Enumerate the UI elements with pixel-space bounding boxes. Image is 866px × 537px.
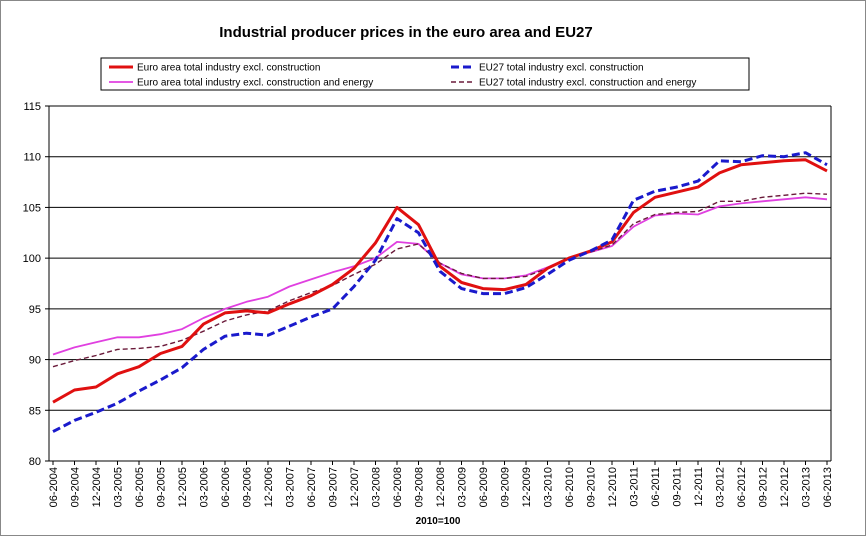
x-tick-label: 03-2010: [543, 467, 555, 507]
series-line-4: [52, 192, 828, 368]
series-lines: [52, 151, 828, 433]
x-tick-label: 12-2008: [435, 467, 447, 507]
x-tick-label: 06-2005: [134, 467, 146, 507]
y-tick-label: 85: [29, 405, 41, 417]
series-line-1: [52, 158, 828, 404]
x-tick-label: 03-2006: [199, 467, 211, 507]
x-tick-label: 03-2008: [371, 467, 383, 507]
y-tick-label: 95: [29, 304, 41, 316]
y-tick-label: 105: [23, 202, 41, 214]
x-tick-label: 09-2006: [242, 467, 254, 507]
x-tick-label: 03-2007: [285, 467, 297, 507]
x-tick-label: 12-2010: [607, 467, 619, 507]
x-tick-label: 09-2008: [414, 467, 426, 507]
x-tick-label: 09-2012: [758, 467, 770, 507]
legend: Euro area total industry excl. construct…: [100, 57, 750, 91]
x-tick-label: 06-2009: [478, 467, 490, 507]
x-tick-label: 12-2011: [693, 467, 705, 507]
x-tick-label: 06-2007: [306, 467, 318, 507]
y-tick-label: 115: [23, 101, 41, 113]
x-tick-label: 09-2005: [156, 467, 168, 507]
x-tick-label: 06-2012: [736, 467, 748, 507]
x-tick-label: 12-2004: [91, 467, 103, 507]
x-tick-label: 12-2005: [177, 467, 189, 507]
x-tick-label: 03-2005: [113, 467, 125, 507]
series-line-2: [52, 151, 828, 433]
y-axis: 80 85 90 95 100 105 110 115: [23, 101, 832, 468]
y-tick-label: 100: [23, 253, 41, 265]
legend-label: EU27 total industry excl. construction: [479, 63, 644, 74]
legend-border: [100, 57, 750, 91]
x-tick-label: 12-2009: [521, 467, 533, 507]
legend-label: Euro area total industry excl. construct…: [137, 63, 320, 74]
x-tick-label: 06-2013: [822, 467, 834, 507]
x-tick-label: 06-2008: [392, 467, 404, 507]
x-tick-label: 06-2010: [564, 467, 576, 507]
x-tick-label: 09-2004: [70, 467, 82, 507]
x-tick-label: 09-2010: [586, 467, 598, 507]
legend-label: Euro area total industry excl. construct…: [137, 78, 373, 89]
x-tick-label: 03-2009: [457, 467, 469, 507]
x-tick-label: 03-2013: [801, 467, 813, 507]
x-tick-label: 09-2009: [500, 467, 512, 507]
x-tick-label: 03-2012: [715, 467, 727, 507]
gridlines: [49, 105, 831, 462]
y-tick-label: 90: [29, 355, 41, 367]
y-tick-label: 110: [23, 152, 41, 164]
legend-label: EU27 total industry excl. construction a…: [479, 78, 696, 89]
x-tick-label: 12-2006: [263, 467, 275, 507]
x-tick-label: 12-2007: [349, 467, 361, 507]
x-tick-label: 09-2007: [328, 467, 340, 507]
x-tick-label: 12-2012: [779, 467, 791, 507]
x-tick-label: 09-2011: [672, 467, 684, 507]
x-axis-label: 2010=100: [416, 516, 461, 527]
x-axis: 06-2004 09-2004 12-2004 03-2005 06-2005 09-20…: [48, 461, 834, 507]
chart-title: Industrial producer prices in the euro a…: [219, 24, 592, 41]
x-tick-label: 06-2006: [220, 467, 232, 507]
y-tick-label: 80: [29, 456, 41, 468]
x-tick-label: 06-2004: [48, 467, 60, 507]
x-tick-label: 03-2011: [629, 467, 641, 507]
series-line-3: [52, 196, 828, 356]
x-tick-label: 06-2011: [650, 467, 662, 507]
